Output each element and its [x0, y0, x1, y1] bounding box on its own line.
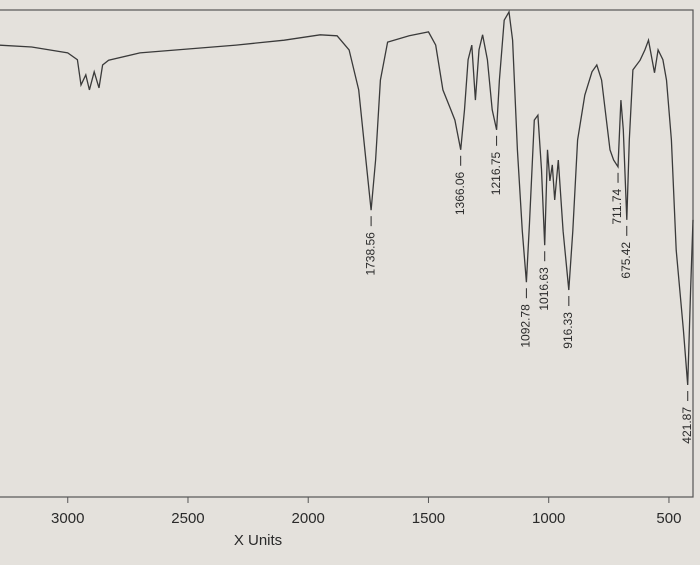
peak-label: 1366.06 — [453, 171, 467, 215]
peak-label: 421.87 — [680, 407, 694, 444]
x-axis-label: X Units — [234, 532, 282, 549]
x-tick-label: 500 — [656, 510, 681, 527]
peak-label: 1092.78 — [519, 304, 533, 348]
plot-frame — [0, 9, 694, 498]
peak-label: 916.33 — [561, 312, 575, 349]
spectrum-line — [0, 9, 694, 386]
peak-label: 675.42 — [619, 242, 633, 279]
x-tick-label: 1000 — [532, 510, 565, 527]
x-tick-label: 2500 — [171, 510, 204, 527]
x-tick-label: 1500 — [412, 510, 445, 527]
peak-label: 1216.75 — [489, 151, 503, 195]
x-tick-label: 3000 — [51, 510, 84, 527]
peak-label: 1016.63 — [537, 267, 551, 311]
peak-label: 1738.56 — [363, 232, 377, 276]
x-tick-label: 2000 — [292, 510, 325, 527]
peak-label: 711.74 — [610, 188, 624, 224]
